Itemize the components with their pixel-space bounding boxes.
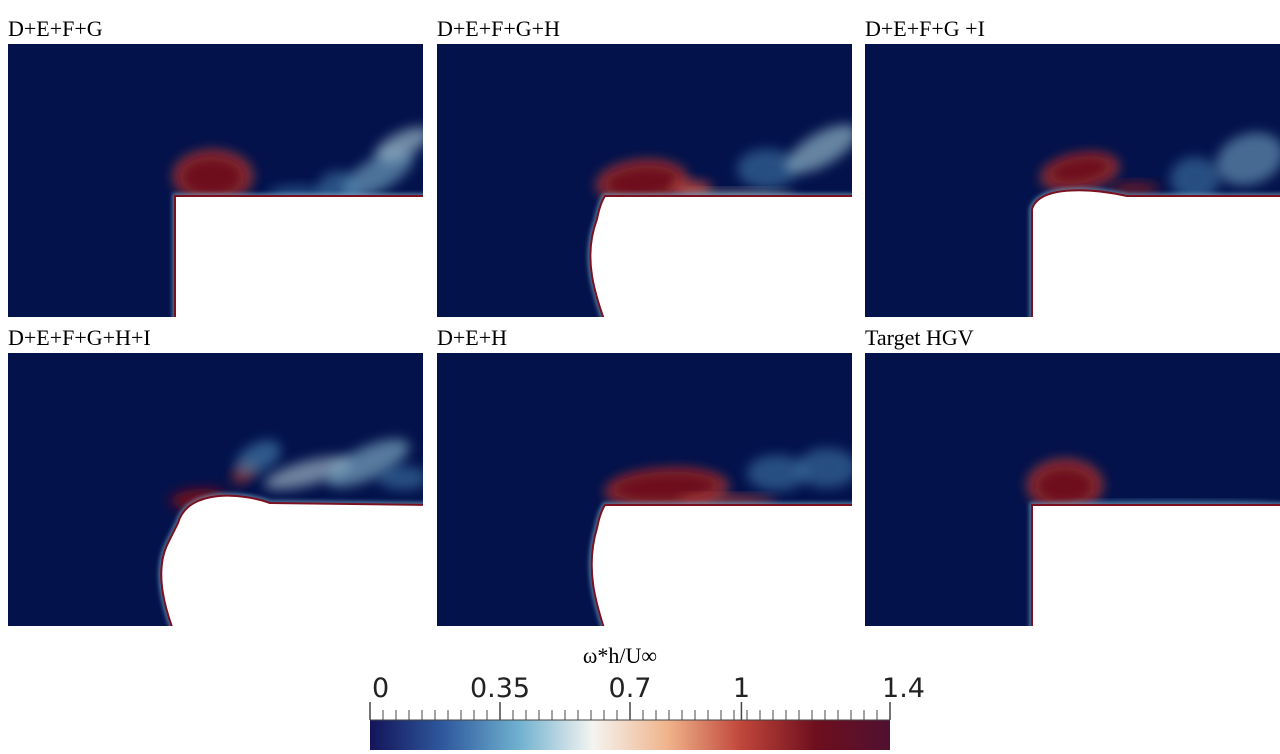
panel-title: Target HGV bbox=[865, 325, 974, 350]
vortex bbox=[1110, 183, 1160, 195]
panel: D+E+F+G+H+I bbox=[8, 325, 423, 626]
vortex bbox=[747, 455, 807, 491]
body bbox=[589, 195, 852, 317]
vortex bbox=[1170, 157, 1220, 201]
panel: D+E+F+G bbox=[8, 16, 423, 317]
vortex bbox=[611, 471, 719, 503]
panel-field bbox=[865, 44, 1280, 317]
body bbox=[1031, 189, 1280, 317]
colorbar-tick-label: 1.4 bbox=[882, 673, 925, 704]
panel: Target HGV bbox=[865, 325, 1280, 626]
panel-title: D+E+F+G+H+I bbox=[8, 325, 151, 350]
panel-field bbox=[437, 44, 852, 317]
body bbox=[174, 195, 423, 317]
body bbox=[1031, 504, 1280, 626]
panel-field bbox=[437, 353, 852, 626]
colorbar-tick-label: 0.35 bbox=[470, 673, 530, 704]
panel: D+E+F+G +I bbox=[865, 16, 1280, 317]
colorbar-label: ω*h/U∞ bbox=[583, 643, 657, 668]
panel: D+E+F+G+H bbox=[437, 16, 852, 317]
vortex bbox=[797, 448, 852, 488]
vortex bbox=[604, 165, 680, 199]
vortex bbox=[1035, 467, 1095, 505]
vortex bbox=[326, 439, 410, 487]
colorbar bbox=[370, 720, 890, 750]
colorbar-tick-label: 1 bbox=[733, 673, 750, 704]
panel-field bbox=[8, 353, 423, 626]
vortex bbox=[342, 149, 414, 199]
panel-title: D+E+F+G+H bbox=[437, 16, 560, 41]
body bbox=[590, 504, 852, 626]
panel: D+E+H bbox=[437, 325, 852, 626]
panel-field bbox=[865, 353, 1280, 626]
panel-field bbox=[8, 44, 423, 317]
colorbar-tick-label: 0.7 bbox=[609, 673, 652, 704]
vortex bbox=[378, 466, 423, 490]
vortex bbox=[180, 157, 244, 197]
vortex bbox=[375, 127, 423, 161]
vortex bbox=[1048, 156, 1112, 184]
vortex bbox=[235, 440, 281, 476]
vortex bbox=[786, 124, 852, 174]
panel-title: D+E+H bbox=[437, 325, 507, 350]
vortex bbox=[264, 456, 352, 490]
vortex bbox=[1216, 132, 1280, 186]
panel-title: D+E+F+G bbox=[8, 16, 103, 41]
colorbar-tick-label: 0 bbox=[372, 673, 389, 704]
vortex bbox=[737, 149, 797, 189]
body bbox=[160, 494, 423, 626]
panel-title: D+E+F+G +I bbox=[865, 16, 985, 41]
